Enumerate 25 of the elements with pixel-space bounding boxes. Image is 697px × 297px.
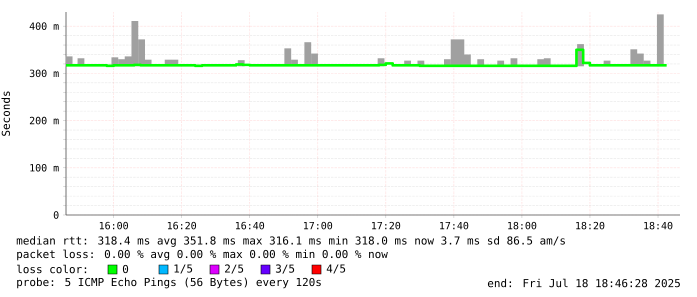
x-tick-label: 16:20 [168, 222, 196, 230]
legend-label: 3/5 [276, 264, 294, 274]
y-axis-title: Seconds [1, 91, 10, 136]
text: packet loss: 0.00 % avg 0.00 % max 0.00 % min 0.00 % now [17, 250, 388, 260]
legend-title: loss color: [17, 264, 86, 274]
x-tick-label: 18:00 [508, 222, 536, 230]
y-tick-label: 200 m [30, 116, 59, 124]
y-tick-label: 0 [54, 211, 59, 219]
x-tick-label: 18:20 [576, 222, 604, 230]
y-tick-label: 300 m [30, 70, 59, 78]
text: median rtt: 318.4 ms avg 351.8 ms max 316.1 ms min 318.0 ms now 3.7 ms sd 86.5 am/s [16, 236, 565, 247]
x-tick-label: 17:40 [440, 222, 468, 230]
x-tick-label: 18:40 [644, 222, 672, 230]
legend-label: 1/5 [174, 264, 192, 274]
y-tick-label: 400 m [30, 22, 59, 30]
text: end: Fri Jul 18 18:46:28 2025 [488, 278, 680, 288]
x-tick-label: 17:00 [304, 222, 332, 230]
x-tick-label: 16:40 [236, 222, 264, 230]
x-tick-label: 17:20 [372, 222, 400, 230]
legend-label: 2/5 [225, 264, 244, 274]
y-tick-label: 100 m [30, 164, 59, 172]
legend-label: 0 [122, 264, 128, 274]
x-tick-label: 16:00 [100, 222, 128, 230]
text: probe: 5 ICMP Echo Pings (56 Bytes) every 120s [17, 278, 321, 288]
legend-label: 4/5 [326, 264, 346, 274]
